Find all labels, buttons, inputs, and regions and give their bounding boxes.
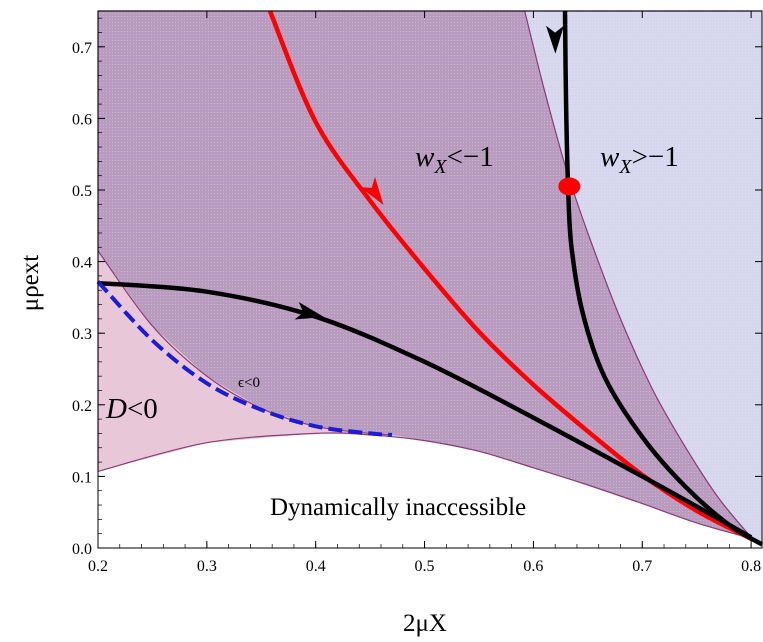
x-tick-label: 0.2 [88, 558, 108, 575]
region-pink [98, 250, 392, 472]
frame-layer: 0.2 0.3 0.4 0.5 0.6 0.7 0.8 0.0 0.1 0.2 0.3 0.4 0.5 0… [72, 10, 763, 575]
y-tick-label: 0.4 [72, 255, 92, 272]
x-axis-title: 2μX [403, 610, 447, 637]
blue-dashed-curve [96, 280, 393, 437]
y-tick-label: 0.6 [72, 111, 92, 128]
labels-layer: D<0 wX<−1 wX>−1 ϵ<0 Dynamically inaccess… [105, 141, 679, 521]
x-tick-label: 0.6 [523, 558, 543, 575]
arrow-black-lower [294, 301, 324, 320]
boundary-purple-right [524, 10, 752, 538]
boundary-lower [97, 432, 763, 546]
curves-layer [96, 10, 763, 547]
label-dynamically-inaccessible: Dynamically inaccessible [270, 494, 526, 521]
black-curve-upper [562, 10, 763, 547]
arrow-black-upper [546, 25, 565, 54]
y-axis-title: μρext [17, 255, 44, 311]
fixed-point [558, 177, 581, 196]
x-tick-label: 0.7 [632, 558, 652, 575]
y-tick-label: 0.5 [72, 183, 92, 200]
y-tick-label: 0.1 [72, 469, 92, 486]
label-w-less: wX<−1 [415, 141, 494, 178]
label-w-greater: wX>−1 [600, 141, 679, 178]
y-tick-label: 0.2 [72, 398, 92, 415]
x-tick-label: 0.3 [197, 558, 217, 575]
black-curve-lower [97, 280, 753, 540]
label-epsilon-negative: ϵ<0 [238, 375, 260, 391]
arrow-red [360, 176, 384, 206]
x-tick-label: 0.4 [306, 558, 326, 575]
y-tick-label: 0.7 [72, 40, 92, 57]
x-tick-label: 0.5 [415, 558, 435, 575]
label-d-negative: D<0 [105, 393, 158, 425]
y-tick-label: 0.0 [72, 541, 92, 558]
plot-frame [97, 10, 763, 549]
y-tick-label: 0.3 [72, 326, 92, 343]
region-purple-texture [98, 11, 752, 539]
x-tick-label: 0.8 [741, 558, 761, 575]
